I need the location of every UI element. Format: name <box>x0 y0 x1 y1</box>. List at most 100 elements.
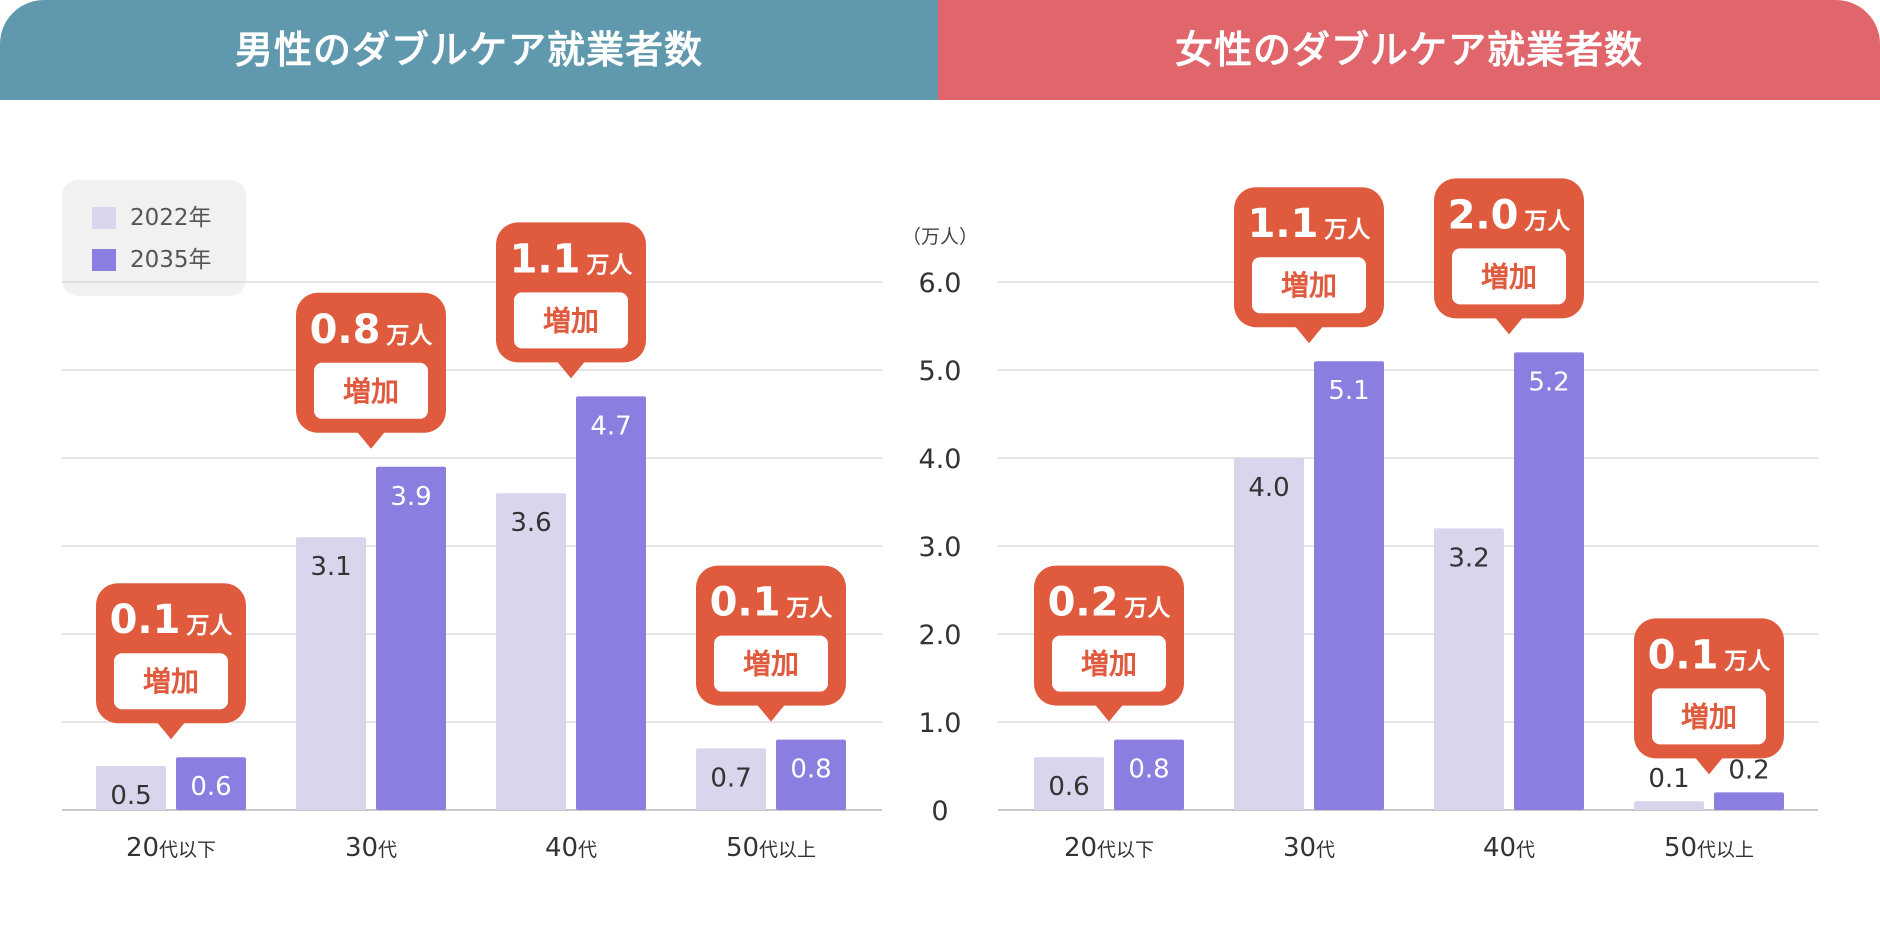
callout-pointer <box>1295 326 1323 344</box>
callout-pointer <box>1495 317 1523 335</box>
female-chart-title: 女性のダブルケア就業者数 <box>1174 28 1643 72</box>
value-label-male-2035-0: 0.6 <box>190 772 231 802</box>
callout-badge <box>1452 248 1566 305</box>
category-suffix: 代 <box>378 839 397 861</box>
category-num: 20 <box>126 833 159 863</box>
value-label-female-2035-2: 5.2 <box>1528 367 1569 397</box>
callout-pointer <box>557 361 585 379</box>
value-label-female-2035-3: 0.2 <box>1728 755 1769 785</box>
category-label-female-3: 50代以上 <box>1664 833 1754 863</box>
category-label-male-1: 30代 <box>345 833 397 863</box>
callout-amount-value: 2.0 <box>1448 192 1519 238</box>
value-label-male-2022-1: 3.1 <box>310 552 351 582</box>
value-label-male-2022-2: 3.6 <box>510 508 551 538</box>
callout-badge <box>1052 635 1166 692</box>
callout-amount-unit: 万人 <box>1724 648 1771 674</box>
bar-male-2035-2 <box>576 396 646 810</box>
bar-female-2022-0 <box>1034 757 1104 810</box>
category-suffix: 代以上 <box>1697 839 1754 861</box>
category-label-female-0: 20代以下 <box>1064 833 1154 863</box>
callout-amount-unit: 万人 <box>1324 217 1371 243</box>
callout-pointer <box>1695 757 1723 775</box>
category-suffix: 代 <box>1516 839 1535 861</box>
value-label-male-2035-1: 3.9 <box>390 482 431 512</box>
callout-amount-unit: 万人 <box>386 323 433 349</box>
callout-amount-unit: 万人 <box>1124 596 1171 622</box>
value-label-female-2035-0: 0.8 <box>1128 755 1169 785</box>
category-label-male-2: 40代 <box>545 833 597 863</box>
category-label-male-0: 20代以下 <box>126 833 216 863</box>
bar-female-2022-1 <box>1234 458 1304 810</box>
bar-male-2022-1 <box>296 537 366 810</box>
callout-badge <box>1652 688 1766 745</box>
bar-male-2022-2 <box>496 493 566 810</box>
value-label-male-2035-3: 0.8 <box>790 755 831 785</box>
value-label-female-2035-1: 5.1 <box>1328 376 1369 406</box>
callout-badge <box>1252 257 1366 314</box>
callout-amount-unit: 万人 <box>186 613 233 639</box>
callout-amount-unit: 万人 <box>586 252 633 278</box>
bar-male-2035-1 <box>376 466 446 810</box>
callout-amount-unit: 万人 <box>1524 208 1571 234</box>
callout-amount-value: 1.1 <box>510 236 581 282</box>
callout-amount-unit: 万人 <box>786 596 833 622</box>
bar-female-2035-1 <box>1314 361 1384 810</box>
callout-pointer <box>357 431 385 449</box>
bar-female-2035-0 <box>1114 739 1184 810</box>
value-label-male-2035-2: 4.7 <box>590 411 631 441</box>
legend-swatch-2022 <box>92 207 116 229</box>
callout-amount-value: 0.8 <box>310 307 381 353</box>
y-axis-unit: （万人） <box>902 226 978 248</box>
callout-amount: 0.1 万人 <box>110 597 234 643</box>
callout-word: 増加 <box>743 648 799 681</box>
chart-legend: 2022年 2035年 <box>62 180 246 296</box>
callout-amount: 1.1 万人 <box>510 236 634 282</box>
y-tick-label-0: 0 <box>931 796 948 827</box>
bar-female-2035-3 <box>1714 792 1784 810</box>
category-labels: 20代以下 30代 40代 50代以上 20代以下 30代 40代 50代以上 <box>126 833 1754 863</box>
category-num: 30 <box>1283 833 1316 863</box>
callout-word: 増加 <box>143 665 199 698</box>
callout-amount: 1.1 万人 <box>1248 201 1372 247</box>
callout-amount-value: 0.2 <box>1048 580 1119 626</box>
bar-male-2022-0 <box>96 766 166 810</box>
value-label-female-2022-0: 0.6 <box>1048 772 1089 802</box>
category-suffix: 代以上 <box>759 839 816 861</box>
category-num: 40 <box>545 833 578 863</box>
female-chart-header: 女性のダブルケア就業者数 <box>938 0 1880 100</box>
value-label-male-2022-3: 0.7 <box>710 763 751 793</box>
bars: 0.5 0.6 3.1 3.9 3.6 4.7 0.7 0.8 0.6 0.8 4.0 5.1 3.2 5… <box>96 352 1784 811</box>
bar-female-2035-2 <box>1514 352 1584 810</box>
value-label-female-2022-2: 3.2 <box>1448 543 1489 573</box>
callout-pointer <box>1095 704 1123 722</box>
callout-word: 増加 <box>343 375 399 408</box>
y-tick-label-4: 4.0 <box>919 444 962 475</box>
y-tick-label-2: 2.0 <box>919 620 962 651</box>
legend-label-2035: 2035年 <box>130 247 212 273</box>
bar-female-2022-2 <box>1434 528 1504 810</box>
callout-amount: 0.1 万人 <box>1648 632 1772 678</box>
category-suffix: 代以下 <box>159 839 216 861</box>
callout-word: 増加 <box>543 304 599 337</box>
y-axis: （万人） 0 1.0 2.0 3.0 4.0 5.0 6.0 <box>902 226 978 827</box>
callout-amount: 0.1 万人 <box>710 580 834 626</box>
category-num: 50 <box>726 833 759 863</box>
category-num: 20 <box>1064 833 1097 863</box>
bar-male-2035-0 <box>176 757 246 810</box>
callout-badge <box>114 653 228 710</box>
callout-word: 増加 <box>1681 700 1737 733</box>
male-chart-header: 男性のダブルケア就業者数 <box>0 0 938 100</box>
y-tick-label-1: 1.0 <box>919 708 962 739</box>
category-num: 50 <box>1664 833 1697 863</box>
y-tick-label-5: 5.0 <box>919 356 962 387</box>
legend-swatch-2035 <box>92 249 116 271</box>
category-label-female-2: 40代 <box>1483 833 1535 863</box>
bar-male-2035-3 <box>776 739 846 810</box>
